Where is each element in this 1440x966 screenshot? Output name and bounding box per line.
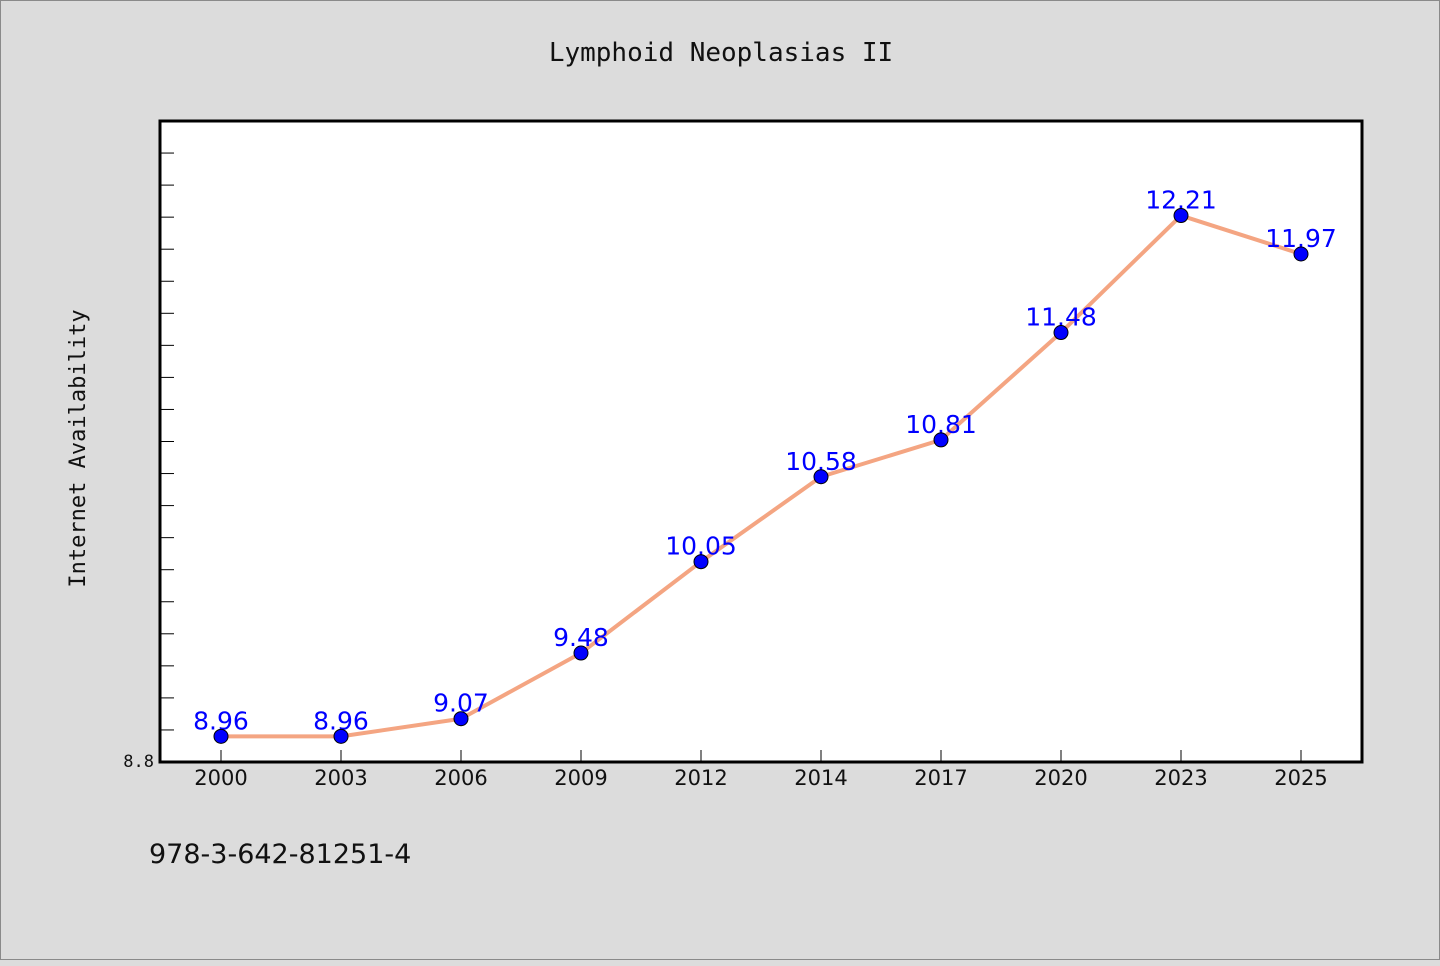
x-axis-ticks [220, 750, 1302, 762]
x-tick-label: 2012 [674, 766, 727, 790]
data-point [813, 469, 829, 485]
data-point [933, 432, 949, 448]
x-tick-label: 2000 [194, 766, 247, 790]
y-tick-label: 8.8 [123, 752, 154, 772]
series-lines [219, 213, 1303, 739]
x-tick-label: 2020 [1034, 766, 1087, 790]
x-tick-labels: 2000 2003 2006 2009 2012 2014 2017 2020 2023 2025 [194, 766, 1327, 790]
footnote-code: 978-3-642-81251-4 [149, 839, 411, 870]
data-point [333, 728, 349, 744]
x-tick-label: 2014 [794, 766, 847, 790]
data-point [693, 554, 709, 570]
data-point [1173, 208, 1189, 224]
chart-title: Lymphoid Neoplasias II [549, 38, 893, 68]
y-axis-label: Internet Availability [66, 309, 91, 587]
data-point [453, 711, 469, 727]
x-tick-label: 2006 [434, 766, 487, 790]
x-tick-label: 2003 [314, 766, 367, 790]
x-tick-label: 2023 [1154, 766, 1207, 790]
data-point [1053, 325, 1069, 341]
x-tick-label: 2009 [554, 766, 607, 790]
x-tick-label: 2025 [1274, 766, 1327, 790]
data-point [573, 645, 589, 661]
data-point [213, 728, 229, 744]
series-line [219, 213, 1303, 739]
data-points [213, 208, 1309, 744]
data-point [1293, 246, 1309, 262]
x-tick-label: 2017 [914, 766, 967, 790]
plot-area [158, 119, 1364, 764]
y-tick-labels: 8.8 [123, 752, 154, 772]
y-axis-ticks [160, 152, 174, 731]
